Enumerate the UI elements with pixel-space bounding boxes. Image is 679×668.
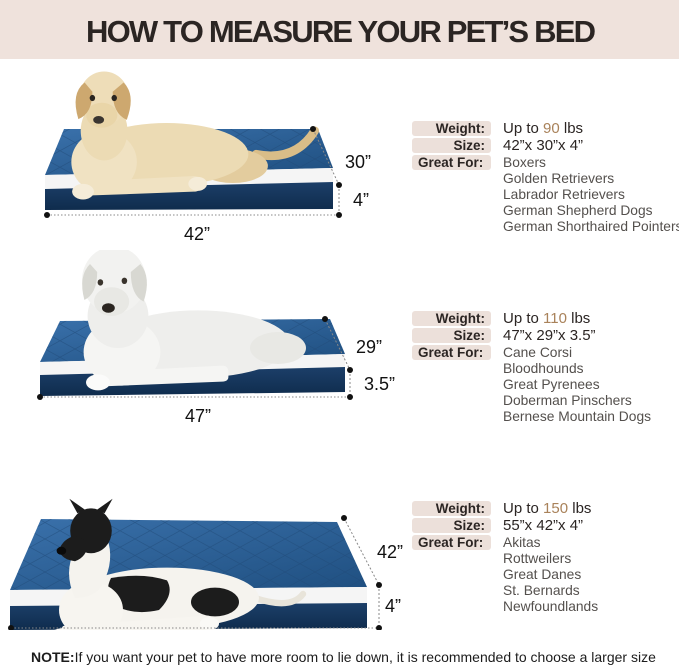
- svg-text:47”: 47”: [185, 406, 211, 426]
- svg-text:29”: 29”: [356, 337, 382, 357]
- svg-text:42”: 42”: [184, 224, 210, 244]
- svg-text:42”: 42”: [377, 542, 403, 562]
- svg-text:4”: 4”: [385, 596, 401, 616]
- svg-text:3.5”: 3.5”: [364, 374, 395, 394]
- svg-text:30”: 30”: [345, 152, 371, 172]
- svg-text:4”: 4”: [353, 190, 369, 210]
